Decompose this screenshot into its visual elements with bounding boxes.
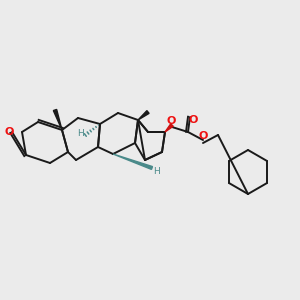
Polygon shape <box>138 111 149 120</box>
Text: H: H <box>76 128 83 137</box>
Text: O: O <box>188 115 198 125</box>
Text: O: O <box>198 131 208 141</box>
Polygon shape <box>53 110 62 130</box>
Text: O: O <box>166 116 176 126</box>
Text: H: H <box>153 167 159 176</box>
Polygon shape <box>113 154 152 170</box>
Text: O: O <box>4 127 14 137</box>
Polygon shape <box>165 124 173 132</box>
